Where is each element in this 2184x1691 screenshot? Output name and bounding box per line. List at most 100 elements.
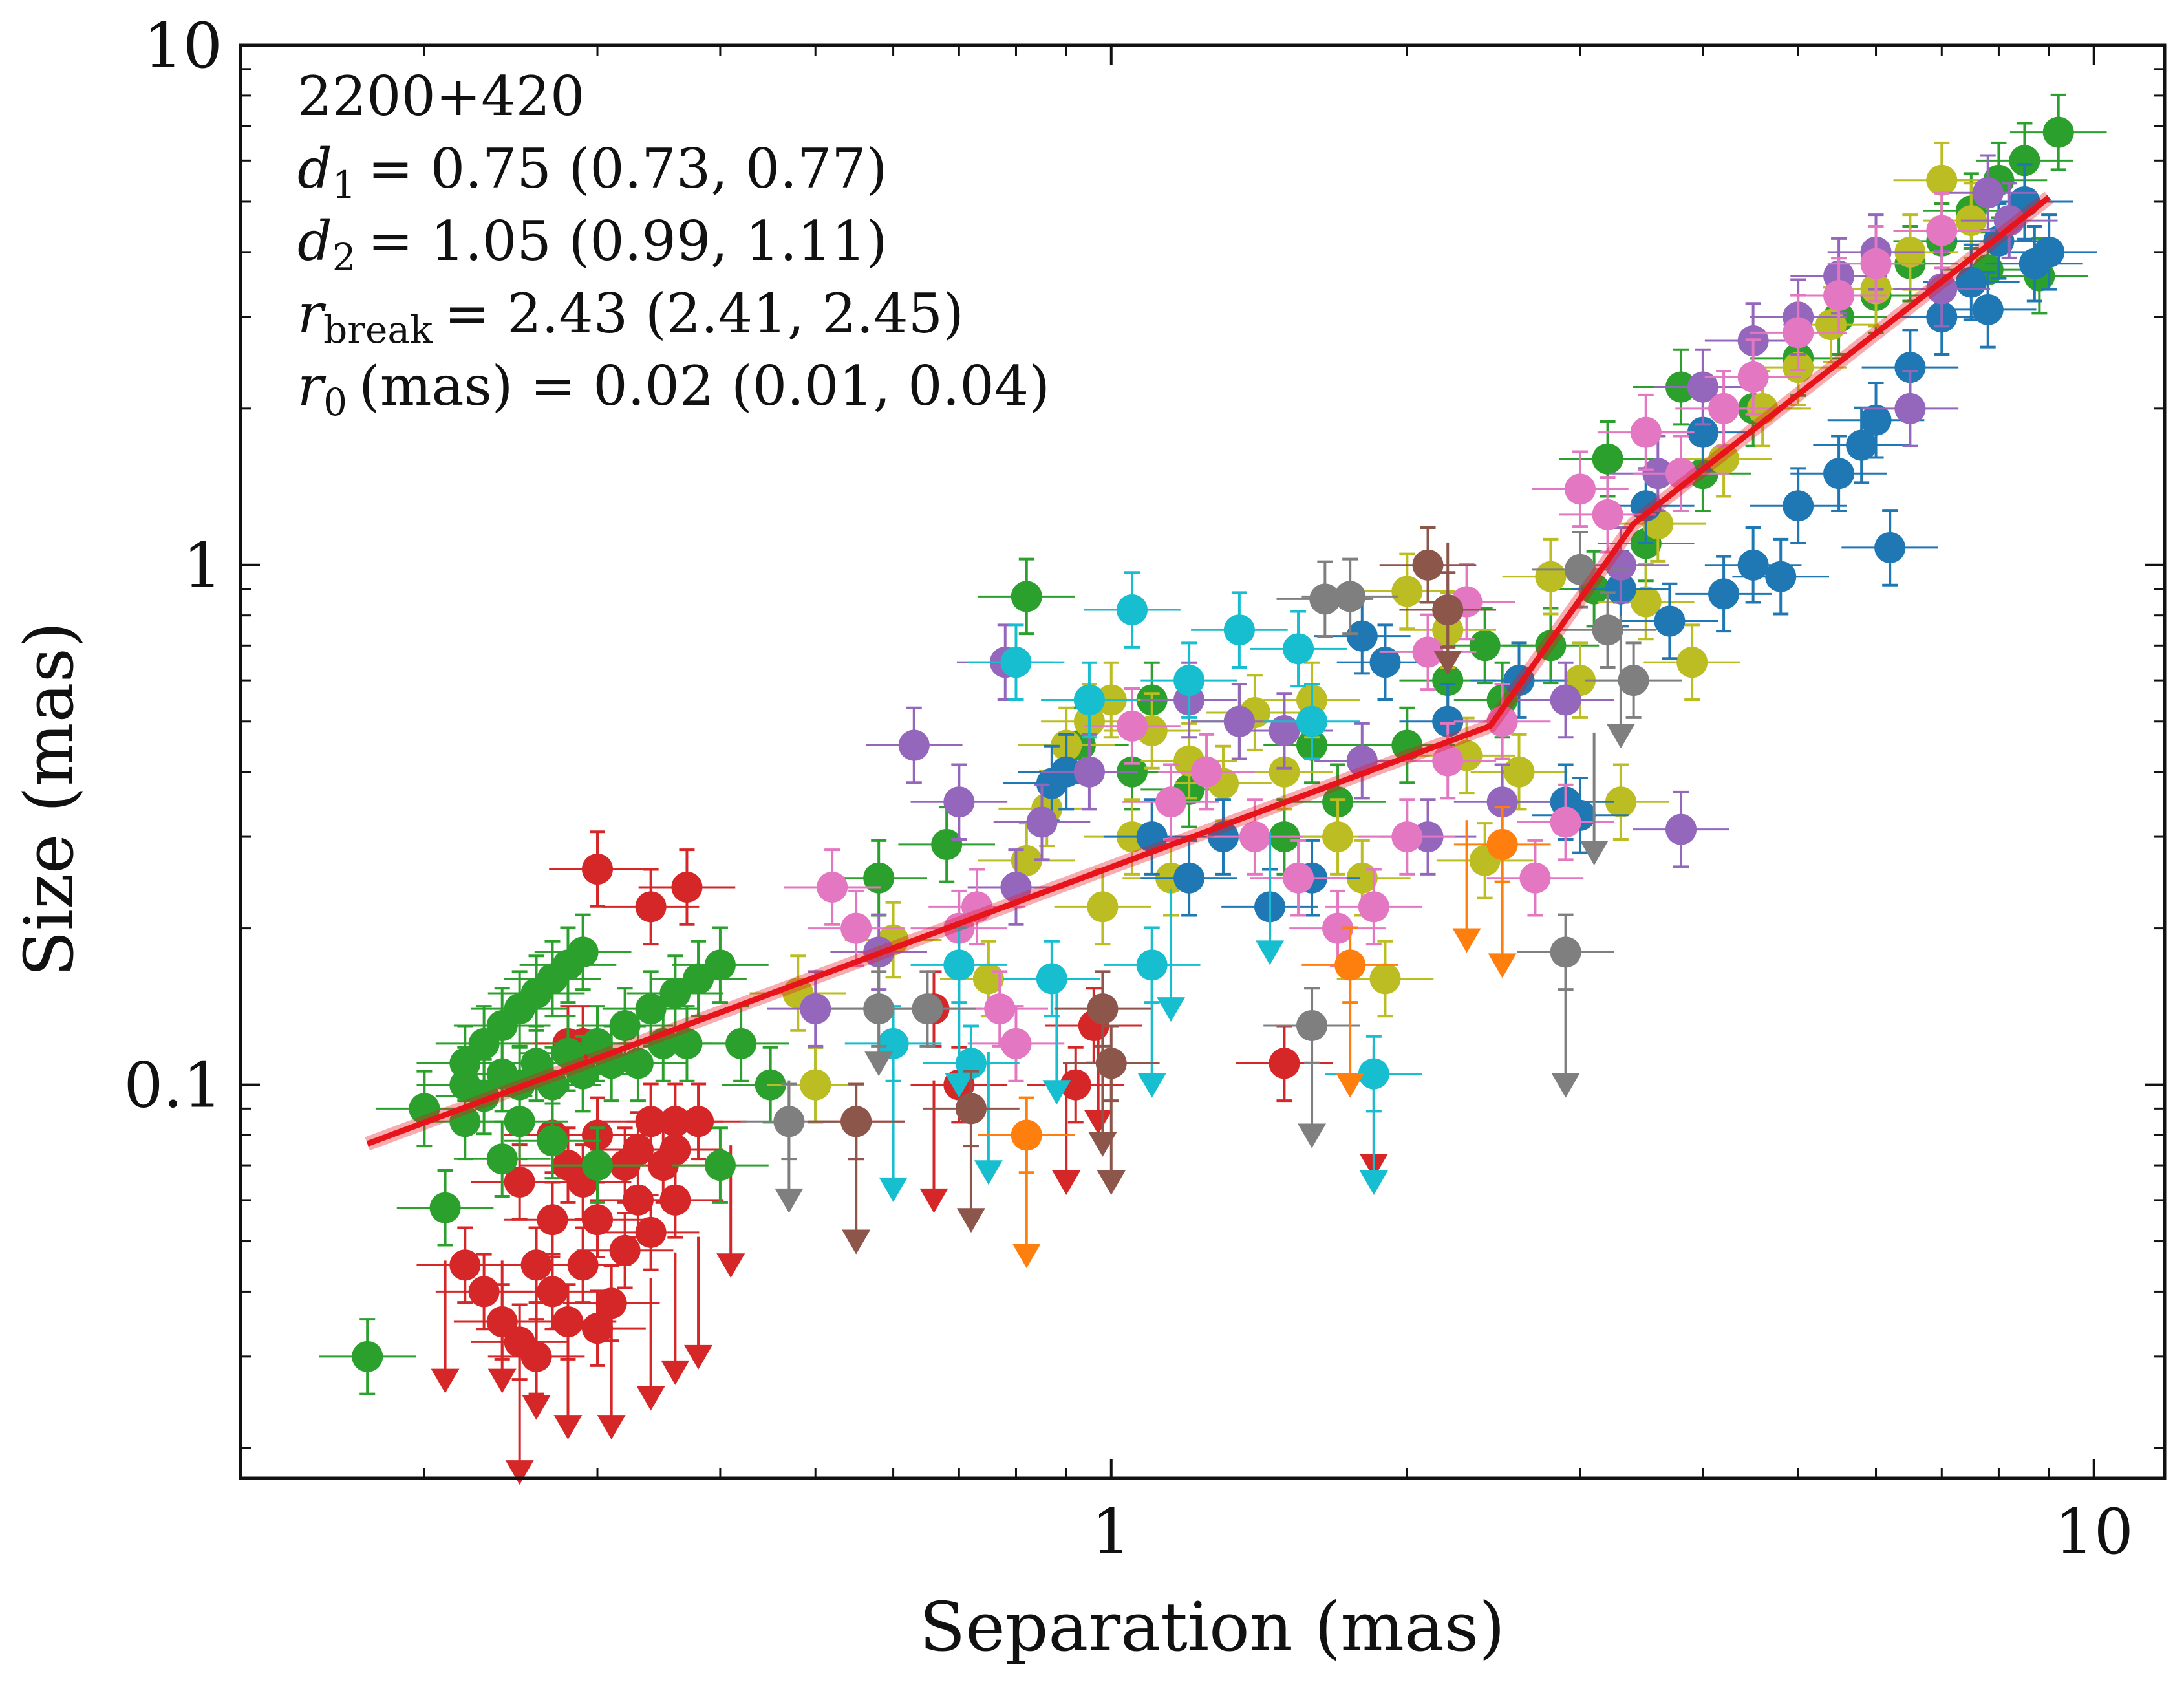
upper-limit-marker bbox=[945, 1073, 974, 1098]
upper-limit-marker bbox=[487, 1368, 517, 1394]
data-point bbox=[1894, 352, 1926, 383]
data-point bbox=[352, 1341, 383, 1372]
data-point bbox=[1605, 786, 1636, 818]
upper-limit-marker bbox=[1359, 1170, 1388, 1195]
data-point bbox=[1592, 443, 1623, 475]
data-point bbox=[817, 871, 848, 903]
series-pink bbox=[784, 191, 1991, 1082]
data-point bbox=[1223, 705, 1255, 737]
upper-limit-marker bbox=[1137, 1073, 1166, 1098]
data-point bbox=[1737, 361, 1769, 393]
data-point bbox=[1665, 813, 1697, 845]
data-point bbox=[609, 1009, 641, 1041]
data-point bbox=[1296, 705, 1328, 737]
d1-subscript: 1 bbox=[332, 163, 356, 207]
data-point bbox=[1926, 164, 1958, 196]
data-point bbox=[1283, 862, 1314, 894]
data-point bbox=[1060, 1069, 1091, 1101]
data-point bbox=[1000, 871, 1032, 903]
data-point bbox=[449, 1106, 481, 1137]
d2-value: = 1.05 (0.99, 1.11) bbox=[368, 210, 888, 273]
plot-frame bbox=[239, 43, 2167, 1480]
data-point bbox=[1592, 614, 1623, 646]
data-point bbox=[2018, 248, 2050, 279]
data-point bbox=[1073, 684, 1105, 716]
data-point bbox=[582, 1204, 614, 1236]
rbreak-value: = 2.43 (2.41, 2.45) bbox=[444, 282, 964, 345]
data-point bbox=[1519, 862, 1551, 894]
data-point bbox=[595, 1287, 627, 1319]
fit-line-path bbox=[366, 195, 2051, 1147]
data-point bbox=[1823, 458, 1855, 490]
data-point bbox=[1269, 1048, 1300, 1079]
d1-symbol: d bbox=[297, 137, 332, 200]
data-point bbox=[1955, 266, 1987, 298]
data-point bbox=[931, 828, 963, 860]
upper-limit-marker bbox=[956, 1208, 985, 1233]
upper-limit-marker bbox=[684, 1344, 713, 1370]
y-axis-label: Size (mas) bbox=[10, 621, 89, 976]
data-point bbox=[704, 949, 736, 981]
data-point bbox=[1391, 821, 1423, 853]
upper-limit-marker bbox=[431, 1368, 460, 1394]
data-point bbox=[486, 1143, 518, 1175]
data-point bbox=[1592, 499, 1623, 530]
data-point bbox=[409, 1093, 440, 1125]
data-point bbox=[1391, 576, 1423, 607]
data-point bbox=[1486, 786, 1518, 818]
data-point bbox=[1269, 756, 1300, 788]
upper-limit-marker bbox=[636, 1386, 665, 1411]
data-point bbox=[1737, 549, 1769, 581]
data-point bbox=[582, 1313, 614, 1344]
data-point bbox=[1846, 429, 1878, 461]
data-point bbox=[671, 871, 703, 903]
data-point bbox=[1000, 1028, 1032, 1059]
data-point bbox=[468, 1276, 500, 1308]
data-point bbox=[1011, 845, 1042, 876]
upper-limit-marker bbox=[879, 1177, 908, 1202]
data-point bbox=[635, 891, 667, 923]
data-point bbox=[1564, 554, 1596, 585]
upper-limit-marker bbox=[1336, 1073, 1365, 1098]
upper-limit-marker bbox=[553, 1415, 583, 1440]
data-point bbox=[1630, 490, 1662, 522]
annotation-d2: d2 = 1.05 (0.99, 1.11) bbox=[297, 210, 888, 279]
upper-limit-marker bbox=[1606, 724, 1635, 749]
data-point bbox=[1432, 665, 1464, 696]
data-point bbox=[659, 978, 691, 1009]
data-point bbox=[582, 1150, 614, 1181]
data-point bbox=[943, 786, 975, 818]
data-point bbox=[984, 993, 1016, 1025]
data-point bbox=[1412, 636, 1444, 668]
data-point bbox=[1223, 614, 1255, 646]
series-orange bbox=[978, 806, 1551, 1269]
data-point bbox=[1283, 633, 1314, 665]
upper-limit-marker bbox=[864, 1051, 894, 1077]
data-point bbox=[1011, 1119, 1042, 1151]
data-point bbox=[1708, 443, 1740, 475]
data-point bbox=[1676, 647, 1708, 678]
data-point bbox=[1334, 581, 1366, 612]
data-point bbox=[537, 1125, 568, 1157]
upper-limit-marker bbox=[661, 1360, 690, 1385]
data-point bbox=[1550, 684, 1581, 716]
data-point bbox=[1926, 215, 1958, 246]
data-point bbox=[1000, 647, 1032, 678]
data-point bbox=[1173, 665, 1205, 696]
data-point bbox=[1894, 393, 1926, 424]
data-point bbox=[840, 912, 872, 944]
data-point bbox=[1155, 786, 1187, 818]
r0-subscript: 0 bbox=[323, 380, 347, 424]
data-point bbox=[1011, 581, 1042, 612]
series-gray bbox=[740, 531, 1682, 1213]
upper-limit-marker bbox=[1298, 1123, 1327, 1148]
data-point bbox=[622, 1048, 654, 1079]
data-point bbox=[1874, 532, 1906, 563]
data-point bbox=[1369, 963, 1401, 995]
data-point bbox=[1993, 205, 2025, 237]
data-point bbox=[800, 993, 831, 1025]
series-brown bbox=[808, 526, 1497, 1255]
annotation-source: 2200+420 bbox=[297, 65, 585, 128]
data-point bbox=[504, 1166, 535, 1198]
